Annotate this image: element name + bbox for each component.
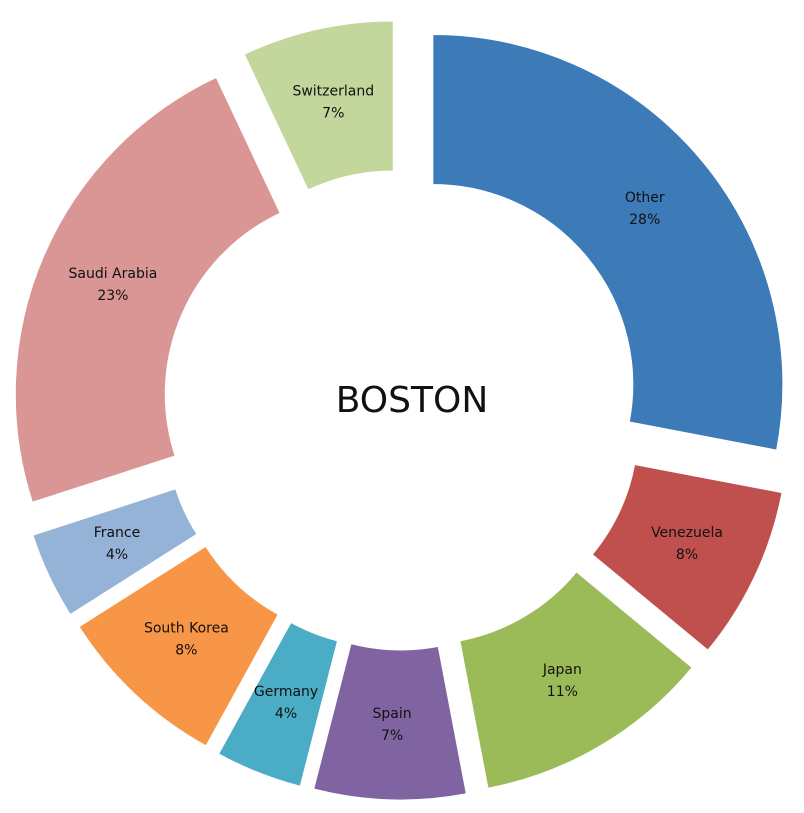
slice-name: Spain — [373, 706, 412, 722]
donut-slice — [14, 76, 281, 503]
slice-value-label: 8% — [676, 547, 698, 563]
slice-value-label: 7% — [322, 106, 344, 122]
slice-value-label: 11% — [547, 684, 578, 700]
slice-name: Other — [625, 190, 665, 206]
slice-name: Venezuela — [651, 525, 723, 541]
slice-value-label: 28% — [629, 212, 660, 228]
slice-name: Germany — [254, 684, 318, 700]
slice-value-label: 7% — [381, 728, 403, 744]
donut-slice — [217, 621, 339, 787]
slice-name: Switzerland — [292, 84, 374, 100]
slice-name: France — [94, 525, 141, 541]
slice-value-label: 8% — [175, 643, 197, 659]
chart-title: BOSTON — [336, 380, 489, 421]
slice-name: South Korea — [144, 621, 229, 637]
donut-slice — [78, 545, 279, 747]
donut-slice — [432, 34, 784, 451]
donut-slice — [243, 20, 394, 191]
donut-slice — [313, 643, 467, 801]
slice-value-label: 23% — [97, 288, 128, 304]
slice-name: Japan — [542, 662, 582, 678]
slice-value-label: 4% — [275, 706, 297, 722]
slice-value-label: 4% — [106, 547, 128, 563]
donut-slice — [32, 488, 198, 616]
donut-slice — [591, 463, 783, 651]
donut-slice — [459, 571, 693, 789]
slice-name: Saudi Arabia — [68, 266, 157, 282]
